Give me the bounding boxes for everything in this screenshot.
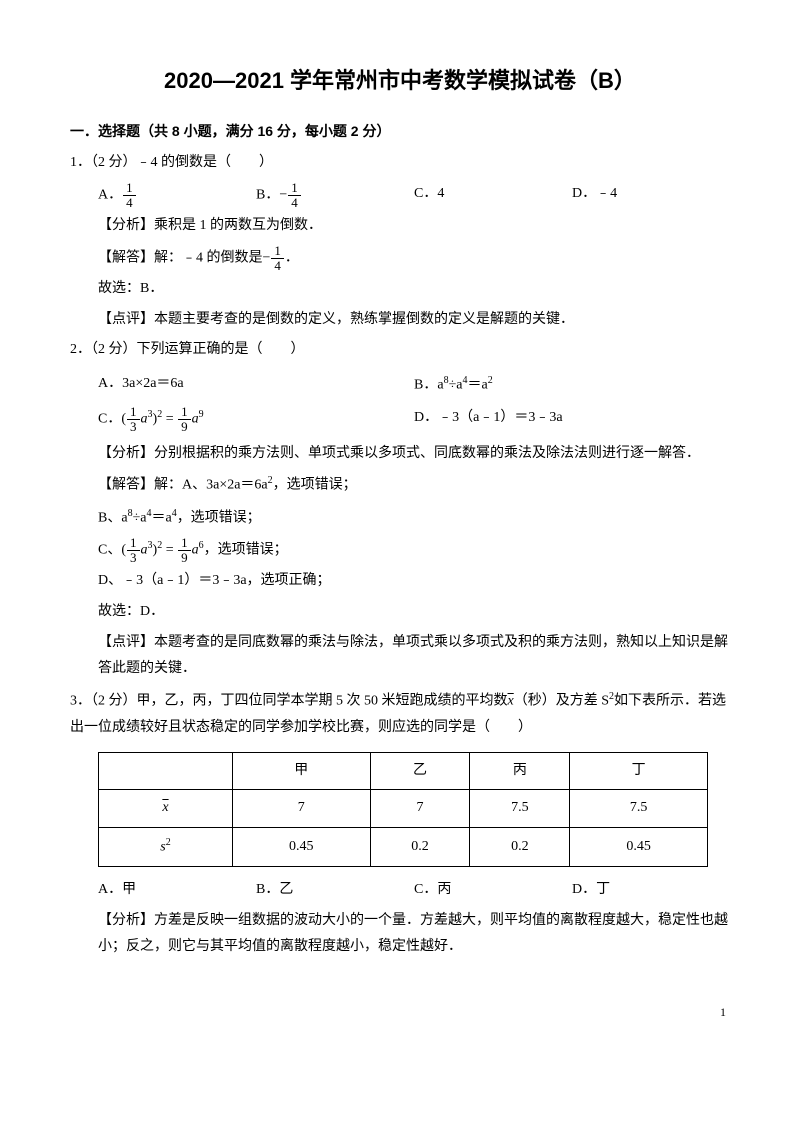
q2-answer: 故选：D． xyxy=(98,599,730,626)
frac-1-3b: 13 xyxy=(127,536,140,564)
r2c4: 0.45 xyxy=(570,827,708,866)
q3-stem: 3．（2 分）甲，乙，丙，丁四位同学本学期 5 次 50 米短跑成绩的平均数x（… xyxy=(70,687,730,742)
q1-stem: 1．（2 分）﹣4 的倒数是（ ） xyxy=(70,150,730,177)
row2-label: s2 xyxy=(99,827,233,866)
q2-comment: 【点评】本题考查的是同底数幂的乘法与除法，单项式乘以多项式及积的乘方法则，熟知以… xyxy=(98,630,730,683)
frac-1-9b: 19 xyxy=(178,536,191,564)
row1-label: x xyxy=(99,790,233,828)
r1c3: 7.5 xyxy=(470,790,570,828)
frac-1-9: 19 xyxy=(178,405,191,433)
q2-solb-1: B、a xyxy=(98,510,128,525)
q1-option-c: C．4 xyxy=(414,181,572,209)
r1c2: 7 xyxy=(370,790,470,828)
q1-option-b: B．−14 xyxy=(256,181,414,209)
q2-sol-a: 【解答】解：A、3a×2a＝6a2，选项错误； xyxy=(98,471,730,499)
q2-solc-1: C、 xyxy=(98,543,121,558)
section-1-heading: 一．选择题（共 8 小题，满分 16 分，每小题 2 分） xyxy=(70,118,730,145)
q2-c-1: C． xyxy=(98,412,121,427)
frac-1-3: 13 xyxy=(127,405,140,433)
r1c4: 7.5 xyxy=(570,790,708,828)
table-row: 甲 乙 丙 丁 xyxy=(99,752,708,790)
q1-option-a: A．14 xyxy=(98,181,256,209)
q2-sol-c: C、(13a3)2 = 19a6，选项错误； xyxy=(98,536,730,565)
th-bing: 丙 xyxy=(470,752,570,790)
th-yi: 乙 xyxy=(370,752,470,790)
r2c1: 0.45 xyxy=(232,827,370,866)
q1-b-label: B． xyxy=(256,187,279,202)
q3-table: 甲 乙 丙 丁 x 7 7 7.5 7.5 s2 0.45 0.2 0.2 0.… xyxy=(98,752,708,867)
q1-comment: 【点评】本题主要考查的是倒数的定义，熟练掌握倒数的定义是解题的关键． xyxy=(98,307,730,334)
q3-analysis: 【分析】方差是反映一组数据的波动大小的一个量．方差越大，则平均值的离散程度越大，… xyxy=(98,908,730,961)
r2c2: 0.2 xyxy=(370,827,470,866)
q3-option-b: B．乙 xyxy=(256,877,414,904)
frac-neg-1-4: 14 xyxy=(288,181,301,209)
q2-solb-3: ＝a xyxy=(151,510,171,525)
q1-sol-text: 【解答】解：﹣4 的倒数是 xyxy=(98,250,263,265)
frac-sol-1-4: 14 xyxy=(271,244,284,272)
q2-solb-4: ，选项错误； xyxy=(177,510,261,525)
page-title: 2020—2021 学年常州市中考数学模拟试卷（B） xyxy=(70,60,730,102)
q2-sola-text: 【解答】解：A、3a×2a＝6a xyxy=(98,478,268,493)
q2-sola-end: ，选项错误； xyxy=(273,478,357,493)
table-row: x 7 7 7.5 7.5 xyxy=(99,790,708,828)
q2-stem: 2．（2 分）下列运算正确的是（ ） xyxy=(70,337,730,364)
q2-b-3: ＝a xyxy=(467,378,487,393)
q2-b-1: B．a xyxy=(414,378,444,393)
q3-stem-b: （秒）及方差 S xyxy=(514,693,609,708)
q1-a-label: A． xyxy=(98,187,122,202)
page-number: 1 xyxy=(70,1001,730,1024)
th-ding: 丁 xyxy=(570,752,708,790)
r2c3: 0.2 xyxy=(470,827,570,866)
r1c1: 7 xyxy=(232,790,370,828)
q3-stem-a: 3．（2 分）甲，乙，丙，丁四位同学本学期 5 次 50 米短跑成绩的平均数 xyxy=(70,693,508,708)
q3-options: A．甲 B．乙 C．丙 D．丁 xyxy=(98,877,730,904)
frac-1-4: 14 xyxy=(123,181,136,209)
q3-option-d: D．丁 xyxy=(572,877,730,904)
q2-option-a: A．3a×2a＝6a xyxy=(98,371,414,399)
table-row: s2 0.45 0.2 0.2 0.45 xyxy=(99,827,708,866)
q2-sol-d: D、﹣3（a﹣1）＝3﹣3a，选项正确； xyxy=(98,568,730,595)
q2-option-c: C．(13a3)2 = 19a9 xyxy=(98,405,414,434)
th-blank xyxy=(99,752,233,790)
q2-b-2: ÷a xyxy=(449,378,463,393)
q2-solb-2: ÷a xyxy=(133,510,147,525)
q1-sol-end: ． xyxy=(285,250,299,265)
q1-answer: 故选：B． xyxy=(98,276,730,303)
q3-option-c: C．丙 xyxy=(414,877,572,904)
q1-solution: 【解答】解：﹣4 的倒数是−14． xyxy=(98,244,730,272)
q2-option-d: D．﹣3（a﹣1）＝3﹣3a xyxy=(414,405,730,434)
x-bar-cell-icon: x xyxy=(162,800,168,815)
q2-analysis: 【分析】分别根据积的乘方法则、单项式乘以多项式、同底数幂的乘法及除法法则进行逐一… xyxy=(98,441,730,468)
q2-option-b: B．a8÷a4＝a2 xyxy=(414,371,730,399)
q1-options: A．14 B．−14 C．4 D．﹣4 xyxy=(98,181,730,209)
q1-analysis: 【分析】乘积是 1 的两数互为倒数． xyxy=(98,213,730,240)
q3-option-a: A．甲 xyxy=(98,877,256,904)
q2-sol-b: B、a8÷a4＝a4，选项错误； xyxy=(98,504,730,532)
q2-solc-2: ，选项错误； xyxy=(204,543,288,558)
q1-option-d: D．﹣4 xyxy=(572,181,730,209)
th-jia: 甲 xyxy=(232,752,370,790)
q2-options-row1: A．3a×2a＝6a B．a8÷a4＝a2 C．(13a3)2 = 19a9 D… xyxy=(98,368,730,437)
